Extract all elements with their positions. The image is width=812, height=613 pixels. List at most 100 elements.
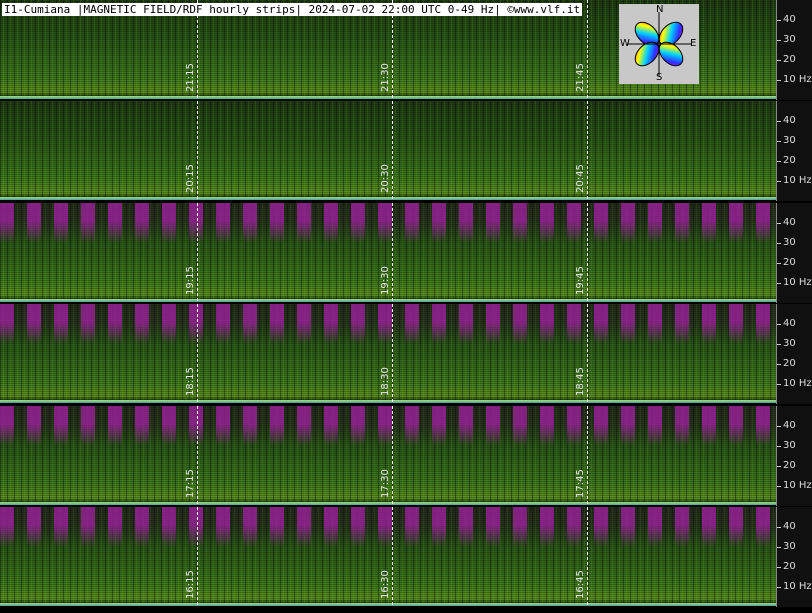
tick-mark	[777, 181, 781, 182]
strip: 40 30 20 10 Hz 19:15 19:30 19:45	[0, 203, 812, 303]
time-marker-line	[587, 203, 588, 301]
frequency-axis: 40 30 20 10 Hz	[776, 304, 812, 404]
time-label: 18:30	[380, 367, 391, 396]
time-marker-line	[587, 304, 588, 402]
spectrogram	[0, 507, 776, 605]
tick-mark	[777, 60, 781, 61]
time-label: 16:30	[380, 570, 391, 599]
compass-rose	[627, 12, 691, 76]
frequency-tick-label: 30	[783, 237, 796, 248]
frequency-tick-label: 40	[783, 217, 796, 228]
title: I1-Cumiana |MAGNETIC FIELD/RDF hourly st…	[2, 3, 583, 16]
compass-label: E	[690, 38, 697, 49]
time-label: 20:15	[185, 164, 196, 193]
frequency-tick-label: 10 Hz	[783, 480, 812, 491]
time-marker-line	[197, 304, 198, 402]
time-marker-line	[392, 406, 393, 504]
tick-mark	[777, 446, 781, 447]
tick-mark	[777, 384, 781, 385]
frequency-axis: 40 30 20 10 Hz	[776, 507, 812, 607]
strip: 40 30 20 10 Hz 18:15 18:30 18:45	[0, 304, 812, 404]
time-marker-line	[392, 203, 393, 301]
time-marker-line	[197, 101, 198, 199]
tick-mark	[777, 20, 781, 21]
time-label: 20:45	[575, 164, 586, 193]
tick-mark	[777, 527, 781, 528]
frequency-tick-label: 20	[783, 358, 796, 369]
compass: N E S W	[619, 4, 699, 84]
tick-mark	[777, 40, 781, 41]
spectrogram	[0, 101, 776, 199]
time-marker-line	[392, 304, 393, 402]
time-label: 19:15	[185, 266, 196, 295]
frequency-tick-label: 30	[783, 541, 796, 552]
spectrogram	[0, 304, 776, 402]
tick-mark	[777, 426, 781, 427]
strip-baseline	[0, 299, 776, 302]
tick-mark	[777, 344, 781, 345]
frequency-axis: 40 30 20 10 Hz	[776, 203, 812, 303]
time-label: 19:45	[575, 266, 586, 295]
strip: 40 30 20 10 Hz 17:15 17:30 17:45	[0, 406, 812, 506]
tick-mark	[777, 364, 781, 365]
time-label: 18:45	[575, 367, 586, 396]
compass-label: S	[656, 72, 663, 83]
frequency-axis: 40 30 20 10 Hz	[776, 406, 812, 506]
frequency-axis: 40 30 20 10 Hz	[776, 0, 812, 100]
strip-baseline	[0, 96, 776, 99]
compass-label: W	[620, 38, 630, 49]
tick-mark	[777, 223, 781, 224]
tick-mark	[777, 283, 781, 284]
spectrogram	[0, 203, 776, 301]
tick-mark	[777, 587, 781, 588]
time-marker-line	[392, 101, 393, 199]
frequency-tick-label: 10 Hz	[783, 175, 812, 186]
tick-mark	[777, 263, 781, 264]
time-marker-line	[197, 203, 198, 301]
time-marker-line	[587, 0, 588, 98]
tick-mark	[777, 324, 781, 325]
tick-mark	[777, 121, 781, 122]
spectrogram	[0, 406, 776, 504]
tick-mark	[777, 547, 781, 548]
tick-mark	[777, 486, 781, 487]
time-marker-line	[392, 0, 393, 98]
frequency-tick-label: 20	[783, 257, 796, 268]
strip-baseline	[0, 400, 776, 403]
time-label: 16:15	[185, 570, 196, 599]
frequency-tick-label: 10 Hz	[783, 74, 812, 85]
frequency-tick-label: 10 Hz	[783, 277, 812, 288]
frequency-tick-label: 10 Hz	[783, 581, 812, 592]
time-label: 16:45	[575, 570, 586, 599]
time-marker-line	[587, 101, 588, 199]
time-label: 18:15	[185, 367, 196, 396]
tick-mark	[777, 243, 781, 244]
frequency-tick-label: 30	[783, 135, 796, 146]
tick-mark	[777, 466, 781, 467]
time-marker-line	[197, 507, 198, 605]
time-label: 21:30	[380, 63, 391, 92]
time-label: 19:30	[380, 266, 391, 295]
frequency-axis: 40 30 20 10 Hz	[776, 101, 812, 201]
frequency-tick-label: 20	[783, 54, 796, 65]
frequency-tick-label: 40	[783, 115, 796, 126]
tick-mark	[777, 80, 781, 81]
time-marker-line	[587, 406, 588, 504]
frequency-tick-label: 40	[783, 318, 796, 329]
time-marker-line	[197, 406, 198, 504]
frequency-tick-label: 20	[783, 561, 796, 572]
time-marker-line	[392, 507, 393, 605]
time-label: 20:30	[380, 164, 391, 193]
frequency-tick-label: 20	[783, 155, 796, 166]
time-marker-line	[587, 507, 588, 605]
strip-baseline	[0, 197, 776, 200]
time-label: 17:15	[185, 469, 196, 498]
time-label: 17:30	[380, 469, 391, 498]
frequency-tick-label: 30	[783, 34, 796, 45]
frequency-tick-label: 40	[783, 420, 796, 431]
frequency-tick-label: 30	[783, 440, 796, 451]
time-label: 17:45	[575, 469, 586, 498]
compass-label: N	[656, 4, 664, 15]
tick-mark	[777, 141, 781, 142]
